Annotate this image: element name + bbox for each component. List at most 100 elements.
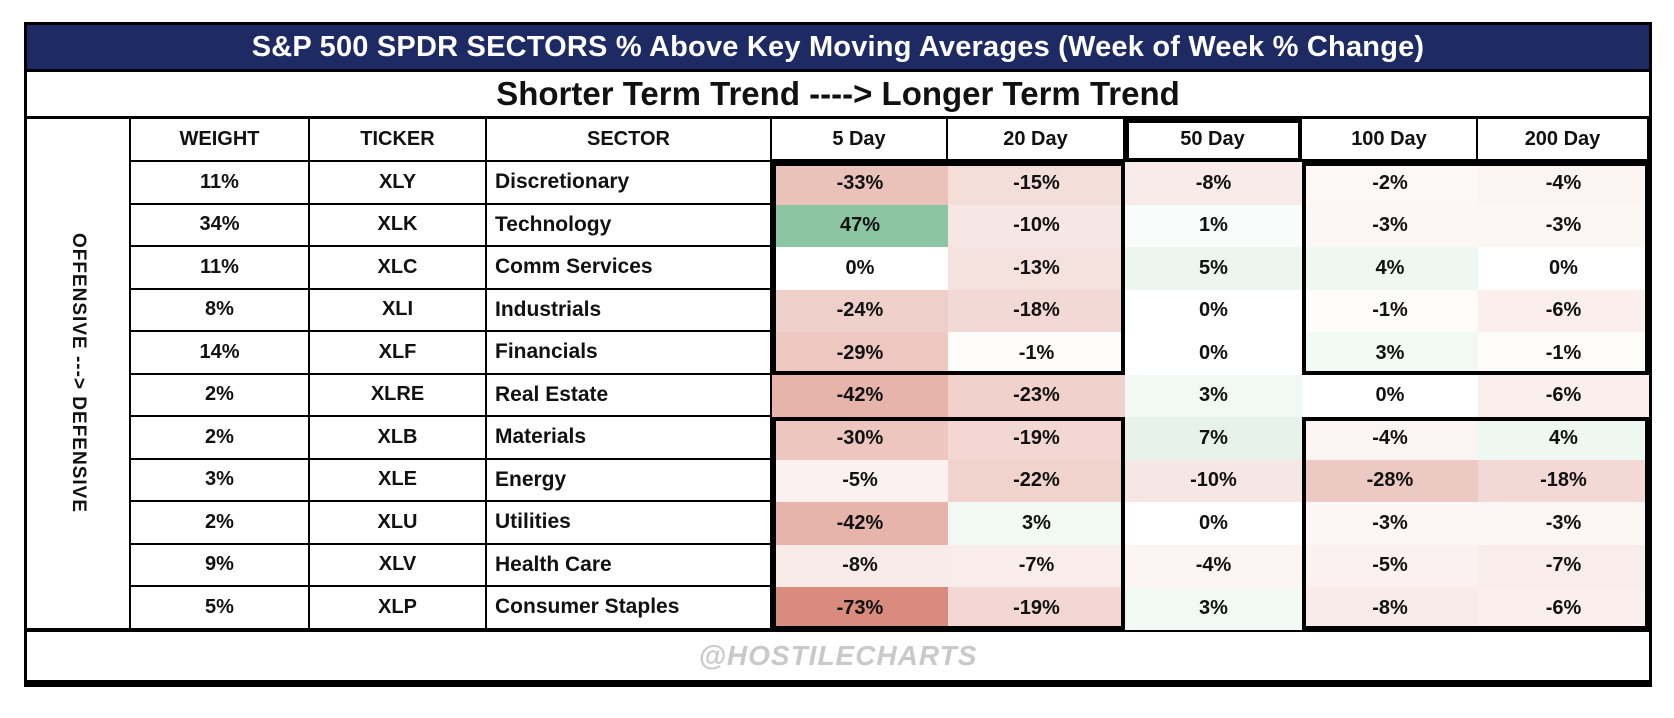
column-header-50-day: 50 Day <box>1125 119 1302 162</box>
column-header-ticker: TICKER <box>310 119 487 162</box>
ticker-cell-xlv: XLV <box>310 544 487 587</box>
value-cell-xlf-200-day: -1% <box>1478 332 1649 375</box>
value-cell-xlre-200-day: -6% <box>1478 374 1649 417</box>
value-cell-xli-50-day: 0% <box>1125 289 1302 332</box>
weight-cell-xlu: 2% <box>131 502 310 545</box>
watermark: @HOSTILECHARTS <box>27 629 1649 681</box>
sector-cell-xlf: Financials <box>487 332 772 375</box>
ticker-cell-xlb: XLB <box>310 417 487 460</box>
value-cell-xly-100-day: -2% <box>1302 162 1478 205</box>
trend-direction-subtitle: Shorter Term Trend ----> Longer Term Tre… <box>27 69 1649 119</box>
weight-cell-xlf: 14% <box>131 332 310 375</box>
sector-cell-xli: Industrials <box>487 289 772 332</box>
value-cell-xlu-20-day: 3% <box>948 502 1125 545</box>
value-cell-xlu-100-day: -3% <box>1302 502 1478 545</box>
value-cell-xlre-20-day: -23% <box>948 374 1125 417</box>
ticker-cell-xli: XLI <box>310 289 487 332</box>
column-header-sector: SECTOR <box>487 119 772 162</box>
offensive-defensive-axis: OFFENSIVE ---> DEFENSIVE <box>27 119 131 630</box>
ticker-cell-xlp: XLP <box>310 587 487 630</box>
value-cell-xle-20-day: -22% <box>948 459 1125 502</box>
ticker-cell-xlf: XLF <box>310 332 487 375</box>
ticker-cell-xle: XLE <box>310 459 487 502</box>
sectors-table: S&P 500 SPDR SECTORS % Above Key Moving … <box>24 22 1652 687</box>
value-cell-xlf-50-day: 0% <box>1125 332 1302 375</box>
sector-cell-xlc: Comm Services <box>487 247 772 290</box>
value-cell-xlb-50-day: 7% <box>1125 417 1302 460</box>
value-cell-xlu-5-day: -42% <box>772 502 948 545</box>
weight-cell-xly: 11% <box>131 162 310 205</box>
sector-cell-xly: Discretionary <box>487 162 772 205</box>
sector-cell-xlp: Consumer Staples <box>487 587 772 630</box>
value-cell-xlk-100-day: -3% <box>1302 204 1478 247</box>
value-cell-xlk-50-day: 1% <box>1125 204 1302 247</box>
value-cell-xlc-50-day: 5% <box>1125 247 1302 290</box>
value-cell-xlp-20-day: -19% <box>948 587 1125 630</box>
value-cell-xlv-20-day: -7% <box>948 544 1125 587</box>
weight-cell-xlre: 2% <box>131 374 310 417</box>
value-cell-xlu-200-day: -3% <box>1478 502 1649 545</box>
weight-cell-xlk: 34% <box>131 204 310 247</box>
page-title: S&P 500 SPDR SECTORS % Above Key Moving … <box>27 25 1649 69</box>
offensive-defensive-label: OFFENSIVE ---> DEFENSIVE <box>68 233 89 514</box>
value-cell-xlf-20-day: -1% <box>948 332 1125 375</box>
value-cell-xlp-5-day: -73% <box>772 587 948 630</box>
value-cell-xlk-20-day: -10% <box>948 204 1125 247</box>
value-cell-xlb-100-day: -4% <box>1302 417 1478 460</box>
column-header-5-day: 5 Day <box>772 119 948 162</box>
sector-cell-xle: Energy <box>487 459 772 502</box>
value-cell-xlp-200-day: -6% <box>1478 587 1649 630</box>
value-cell-xli-200-day: -6% <box>1478 289 1649 332</box>
value-cell-xlb-5-day: -30% <box>772 417 948 460</box>
watermark-text: @HOSTILECHARTS <box>698 639 978 671</box>
column-header-20-day: 20 Day <box>948 119 1125 162</box>
sector-cell-xlk: Technology <box>487 204 772 247</box>
ticker-cell-xlre: XLRE <box>310 374 487 417</box>
value-cell-xlre-50-day: 3% <box>1125 374 1302 417</box>
value-cell-xly-20-day: -15% <box>948 162 1125 205</box>
value-cell-xlv-100-day: -5% <box>1302 544 1478 587</box>
value-cell-xlu-50-day: 0% <box>1125 502 1302 545</box>
value-cell-xlv-50-day: -4% <box>1125 544 1302 587</box>
value-cell-xlf-5-day: -29% <box>772 332 948 375</box>
value-cell-xli-5-day: -24% <box>772 289 948 332</box>
sector-cell-xlu: Utilities <box>487 502 772 545</box>
weight-cell-xle: 3% <box>131 459 310 502</box>
column-header-100-day: 100 Day <box>1302 119 1478 162</box>
ticker-cell-xlu: XLU <box>310 502 487 545</box>
sector-cell-xlb: Materials <box>487 417 772 460</box>
weight-cell-xlv: 9% <box>131 544 310 587</box>
value-cell-xlre-100-day: 0% <box>1302 374 1478 417</box>
value-cell-xlv-5-day: -8% <box>772 544 948 587</box>
weight-cell-xli: 8% <box>131 289 310 332</box>
value-cell-xlc-5-day: 0% <box>772 247 948 290</box>
value-cell-xlv-200-day: -7% <box>1478 544 1649 587</box>
sectors-grid: S&P 500 SPDR SECTORS % Above Key Moving … <box>27 25 1649 680</box>
weight-cell-xlc: 11% <box>131 247 310 290</box>
column-header-weight: WEIGHT <box>131 119 310 162</box>
value-cell-xlp-100-day: -8% <box>1302 587 1478 630</box>
weight-cell-xlp: 5% <box>131 587 310 630</box>
column-header-200-day: 200 Day <box>1478 119 1649 162</box>
value-cell-xle-200-day: -18% <box>1478 459 1649 502</box>
value-cell-xlk-5-day: 47% <box>772 204 948 247</box>
value-cell-xly-50-day: -8% <box>1125 162 1302 205</box>
value-cell-xle-100-day: -28% <box>1302 459 1478 502</box>
value-cell-xli-20-day: -18% <box>948 289 1125 332</box>
value-cell-xly-5-day: -33% <box>772 162 948 205</box>
value-cell-xlk-200-day: -3% <box>1478 204 1649 247</box>
sector-cell-xlv: Health Care <box>487 544 772 587</box>
value-cell-xlb-20-day: -19% <box>948 417 1125 460</box>
value-cell-xle-5-day: -5% <box>772 459 948 502</box>
value-cell-xlp-50-day: 3% <box>1125 587 1302 630</box>
value-cell-xlc-100-day: 4% <box>1302 247 1478 290</box>
value-cell-xli-100-day: -1% <box>1302 289 1478 332</box>
value-cell-xlre-5-day: -42% <box>772 374 948 417</box>
ticker-cell-xlc: XLC <box>310 247 487 290</box>
value-cell-xly-200-day: -4% <box>1478 162 1649 205</box>
value-cell-xle-50-day: -10% <box>1125 459 1302 502</box>
ticker-cell-xly: XLY <box>310 162 487 205</box>
ticker-cell-xlk: XLK <box>310 204 487 247</box>
value-cell-xlc-20-day: -13% <box>948 247 1125 290</box>
